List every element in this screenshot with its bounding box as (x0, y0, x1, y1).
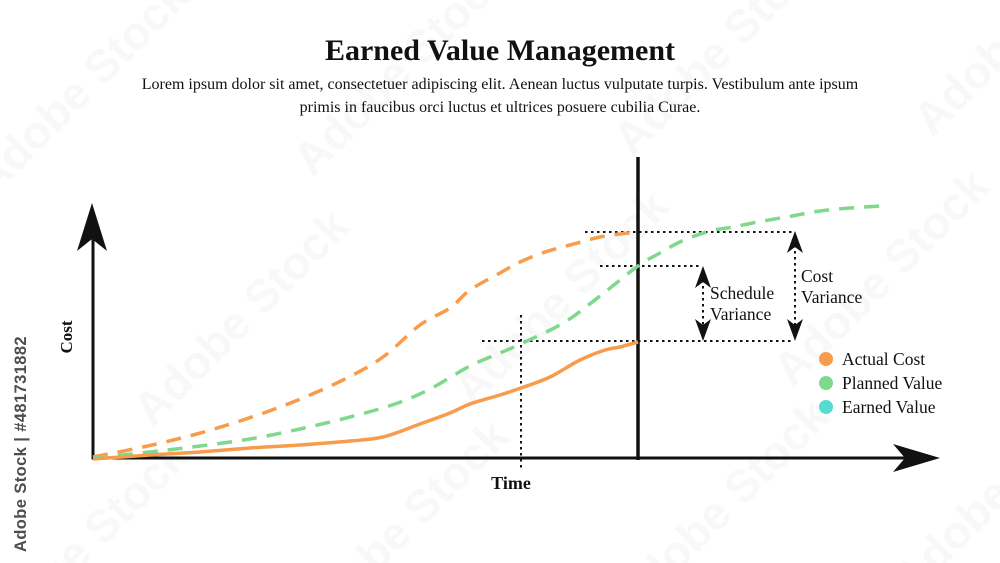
subtitle-line-1: Lorem ipsum dolor sit amet, consectetuer… (141, 76, 859, 93)
legend-label: Planned Value (842, 372, 943, 393)
chart-legend: Actual Cost Planned Value Earned Value (819, 347, 942, 419)
cost-variance-label: Cost Variance (801, 266, 862, 308)
schedule-variance-label: Schedule Variance (710, 283, 774, 325)
legend-item-planned-value: Planned Value (819, 371, 942, 395)
schedule-variance-arrow-down-head-icon (695, 319, 711, 341)
schedule-variance-arrow-up-head-icon (695, 266, 711, 288)
y-axis-label: Cost (57, 320, 76, 354)
cost-variance-arrow-down-head-icon (787, 319, 803, 341)
cost-variance-label-line1: Cost (801, 266, 834, 286)
curve-earned-value (92, 340, 639, 461)
curve-actual-cost (92, 230, 639, 459)
subtitle-line-2: primis in faucibus orci luctus et ultric… (299, 99, 701, 116)
curve-planned-value (92, 204, 883, 460)
legend-label: Actual Cost (842, 348, 926, 369)
y-axis-arrowhead-icon (77, 203, 107, 251)
page-title: Earned Value Management (324, 34, 675, 67)
x-axis-arrowhead-icon (893, 444, 940, 472)
x-axis-label: Time (491, 473, 531, 493)
earned-value-dot-icon (819, 400, 833, 414)
legend-label: Earned Value (842, 396, 936, 417)
schedule-variance-label-line2: Variance (710, 304, 772, 324)
legend-item-actual-cost: Actual Cost (819, 347, 942, 371)
legend-item-earned-value: Earned Value (819, 395, 942, 419)
planned-value-dot-icon (819, 376, 833, 390)
cost-variance-arrow-up-head-icon (787, 231, 803, 253)
schedule-variance-label-line1: Schedule (710, 283, 775, 303)
actual-cost-dot-icon (819, 352, 833, 366)
cost-variance-label-line2: Variance (801, 287, 863, 307)
subtitle: Lorem ipsum dolor sit amet, consectetuer… (0, 73, 1000, 119)
